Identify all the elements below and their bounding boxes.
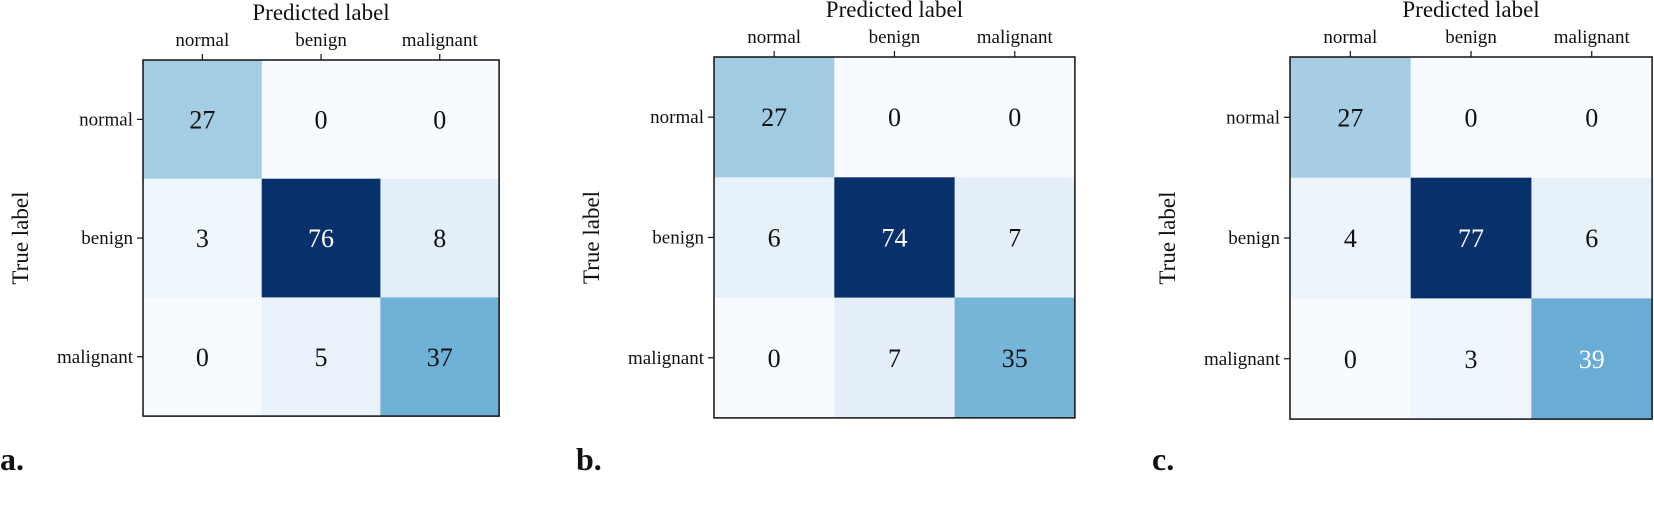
heatmap-cell [1290, 177, 1412, 299]
x-tick-label: benign [869, 27, 921, 48]
heatmap-cell [954, 57, 1076, 178]
heatmap-cell [1410, 298, 1532, 420]
cell-value-label: 0 [1585, 103, 1598, 132]
cell-value-label: 0 [888, 103, 901, 132]
cell-value-label: 8 [433, 224, 446, 253]
y-tick-label: malignant [628, 348, 705, 369]
cell-value-label: 0 [1465, 103, 1478, 132]
cell-value-label: 27 [761, 103, 787, 132]
heatmap-cell [834, 297, 956, 419]
cell-value-label: 7 [888, 344, 901, 373]
y-tick-label: benign [1228, 228, 1280, 249]
cell-value-label: 7 [1008, 223, 1021, 252]
heatmap-cell [714, 57, 835, 178]
y-tick-label: benign [81, 228, 133, 249]
cell-value-label: 76 [308, 224, 334, 253]
cell-value-label: 5 [315, 343, 328, 372]
heatmap-cell [261, 178, 381, 298]
cell-value-label: 6 [768, 223, 781, 252]
cell-value-label: 0 [1344, 345, 1357, 374]
y-tick-label: normal [79, 109, 133, 130]
cell-value-label: 27 [189, 105, 215, 134]
heatmap-cell [380, 178, 500, 298]
heatmap-cell [1531, 57, 1653, 179]
cell-value-label: 0 [315, 105, 328, 134]
x-tick-label: malignant [977, 27, 1054, 48]
cell-value-label: 27 [1337, 103, 1363, 132]
confusion-matrix-panel: 27 0 0 4 77 6 0 3 39 normal benign malignant normal b… [1152, 0, 1653, 477]
heatmap-cell [1531, 298, 1653, 420]
heatmap-cell [380, 60, 500, 180]
cell-value-label: 0 [1008, 103, 1021, 132]
x-axis-title: Predicted label [826, 0, 963, 22]
cell-value-label: 39 [1579, 345, 1605, 374]
heatmap-cell [143, 178, 263, 298]
heatmap-cell [1290, 298, 1412, 420]
heatmap-cell [1410, 177, 1532, 299]
confusion-matrix-panel: 27 0 0 3 76 8 0 5 37 normal benign malignant normal b… [0, 0, 500, 477]
x-tick-label: normal [1323, 27, 1377, 48]
y-axis-title: True label [8, 192, 33, 285]
panel-label: c. [1152, 441, 1174, 477]
heatmap-cell [143, 60, 263, 180]
cell-value-label: 77 [1458, 224, 1484, 253]
y-tick-label: malignant [57, 347, 134, 368]
heatmap-cell [954, 177, 1076, 299]
x-tick-label: benign [1445, 27, 1497, 48]
cell-value-label: 37 [427, 343, 453, 372]
panel-label: a. [0, 441, 24, 477]
cell-value-label: 35 [1002, 344, 1028, 373]
cell-value-label: 3 [196, 224, 209, 253]
heatmap-cell [261, 60, 381, 180]
cell-value-label: 0 [433, 105, 446, 134]
confusion-matrix-panel: 27 0 0 6 74 7 0 7 35 normal benign malignant normal b… [576, 0, 1076, 477]
heatmap-cell [834, 177, 956, 299]
x-axis-title: Predicted label [252, 0, 389, 25]
cell-value-label: 0 [768, 344, 781, 373]
cell-value-label: 4 [1344, 224, 1357, 253]
x-tick-label: malignant [1554, 27, 1631, 48]
cell-value-label: 6 [1585, 224, 1598, 253]
heatmap-cell [1290, 57, 1412, 179]
y-axis-title: True label [579, 191, 604, 284]
heatmap-cell [261, 297, 381, 417]
x-axis-title: Predicted label [1402, 0, 1539, 22]
heatmap-cell [714, 297, 835, 419]
cell-value-label: 3 [1465, 345, 1478, 374]
heatmap-cell [834, 57, 956, 178]
y-tick-label: normal [650, 107, 704, 128]
x-tick-label: benign [295, 30, 347, 51]
panel-label: b. [576, 441, 602, 477]
heatmap-cell [1531, 177, 1653, 299]
heatmap-cell [143, 297, 263, 417]
y-tick-label: benign [652, 227, 704, 248]
cell-value-label: 74 [881, 223, 907, 252]
heatmap-cell [714, 177, 835, 299]
y-axis-title: True label [1155, 192, 1180, 285]
x-tick-label: malignant [402, 30, 479, 51]
y-tick-label: normal [1226, 107, 1280, 128]
x-tick-label: normal [747, 27, 801, 48]
heatmap-cell [1410, 57, 1532, 179]
heatmap-cell [954, 297, 1076, 419]
x-tick-label: normal [175, 30, 229, 51]
heatmap-cell [380, 297, 500, 417]
cell-value-label: 0 [196, 343, 209, 372]
y-tick-label: malignant [1204, 349, 1281, 370]
